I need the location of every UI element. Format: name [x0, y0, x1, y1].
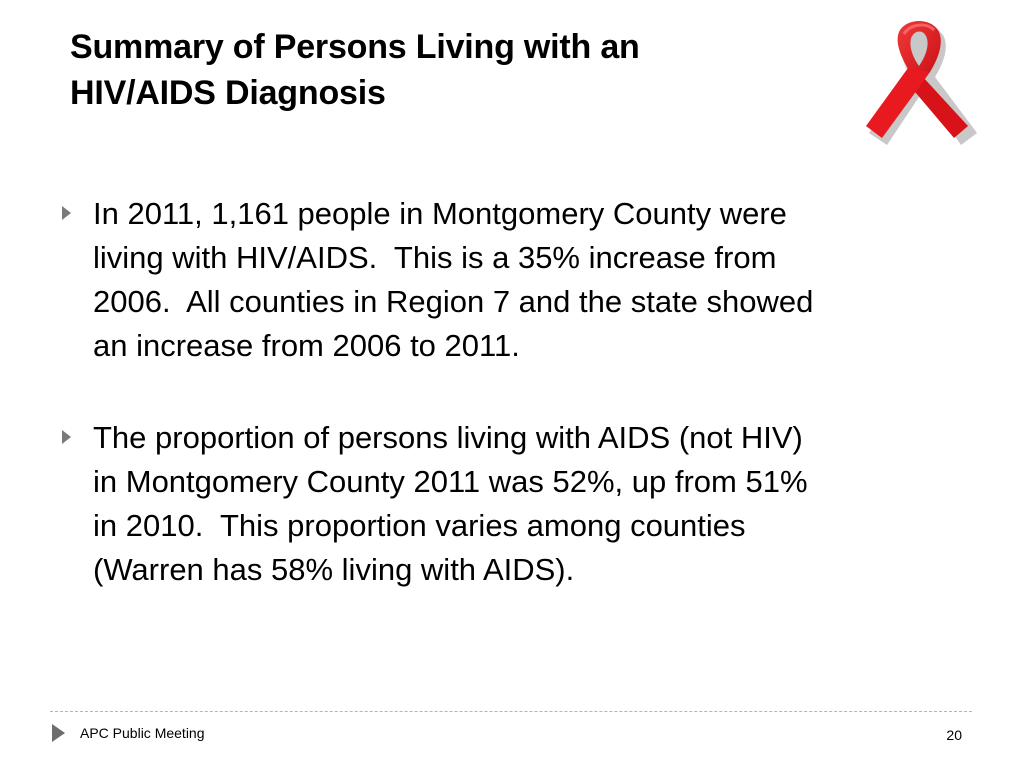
bullet-line: living with HIV/AIDS. This is a 35% incr… [93, 240, 777, 275]
bullet-arrow-icon [62, 206, 71, 220]
title-line-1: Summary of Persons Living with an [70, 28, 640, 66]
footer-divider [50, 711, 972, 712]
bullet-item: The proportion of persons living with AI… [62, 416, 962, 592]
page-number: 20 [946, 727, 962, 743]
bullet-list: In 2011, 1,161 people in Montgomery Coun… [62, 192, 962, 640]
bullet-line: an increase from 2006 to 2011. [93, 328, 520, 363]
bullet-line: (Warren has 58% living with AIDS). [93, 552, 575, 587]
red-ribbon-icon [866, 21, 977, 145]
bullet-line: 2006. All counties in Region 7 and the s… [93, 284, 814, 319]
title-line-2: HIV/AIDS Diagnosis [70, 74, 386, 112]
bullet-line: in Montgomery County 2011 was 52%, up fr… [93, 464, 808, 499]
bullet-line: in 2010. This proportion varies among co… [93, 508, 746, 543]
slide-title: Summary of Persons Living with an HIV/AI… [70, 24, 830, 116]
bullet-item: In 2011, 1,161 people in Montgomery Coun… [62, 192, 962, 368]
footer-arrow-icon [52, 724, 65, 742]
bullet-line: The proportion of persons living with AI… [93, 420, 803, 455]
bullet-arrow-icon [62, 430, 71, 444]
bullet-line: In 2011, 1,161 people in Montgomery Coun… [93, 196, 787, 231]
footer-text: APC Public Meeting [80, 725, 205, 741]
